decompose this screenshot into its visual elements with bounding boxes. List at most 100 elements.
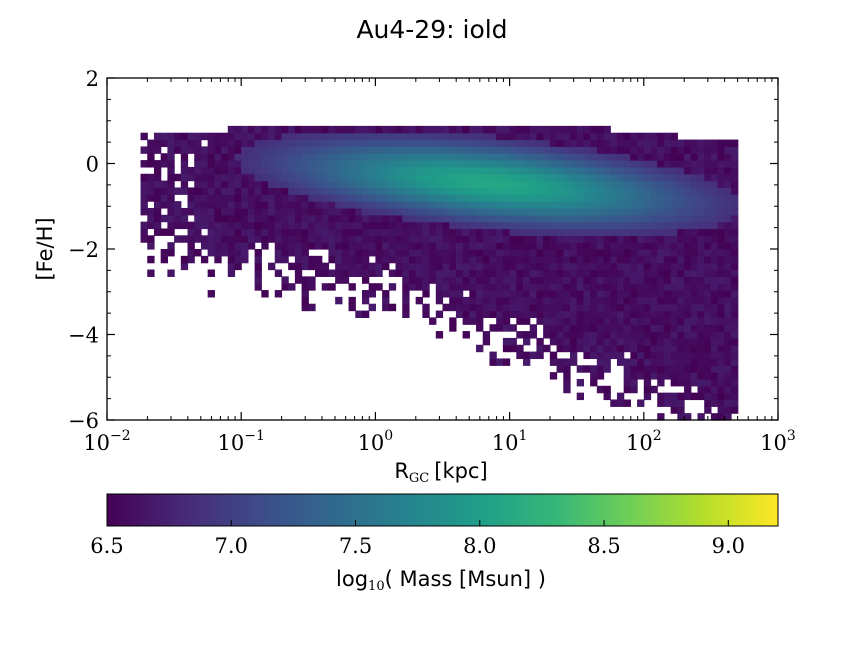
heatmap-cell bbox=[583, 221, 591, 230]
heatmap-cell bbox=[650, 365, 658, 373]
heatmap-cell bbox=[321, 139, 330, 147]
heatmap-cell bbox=[449, 303, 457, 312]
heatmap-cell bbox=[543, 153, 551, 161]
heatmap-cell bbox=[476, 214, 484, 223]
heatmap-cell bbox=[637, 207, 645, 216]
heatmap-cell bbox=[616, 194, 625, 202]
heatmap-cell bbox=[523, 242, 531, 250]
heatmap-cell bbox=[590, 365, 598, 373]
heatmap-cell bbox=[288, 201, 296, 209]
heatmap-cell bbox=[268, 173, 276, 182]
heatmap-cell bbox=[234, 262, 242, 271]
heatmap-cell bbox=[422, 303, 430, 312]
heatmap-cell bbox=[167, 194, 175, 202]
heatmap-cell bbox=[361, 249, 370, 257]
heatmap-cell bbox=[710, 173, 719, 182]
heatmap-cell bbox=[221, 214, 229, 223]
heatmap-cell bbox=[536, 207, 544, 216]
heatmap-cell bbox=[563, 139, 571, 147]
heatmap-cell bbox=[523, 249, 531, 257]
heatmap-cell bbox=[704, 290, 712, 298]
heatmap-cell bbox=[536, 187, 544, 195]
heatmap-cell bbox=[576, 296, 585, 305]
heatmap-cell bbox=[576, 337, 585, 346]
heatmap-cell bbox=[704, 378, 712, 387]
heatmap-cell bbox=[684, 337, 692, 346]
heatmap-cell bbox=[663, 392, 672, 401]
heatmap-cell bbox=[402, 160, 410, 168]
heatmap-cell bbox=[536, 139, 544, 147]
heatmap-cell bbox=[328, 242, 336, 250]
heatmap-cell bbox=[623, 290, 631, 298]
heatmap-cells bbox=[140, 125, 739, 421]
heatmap-cell bbox=[207, 160, 215, 168]
heatmap-cell bbox=[402, 132, 410, 141]
heatmap-cell bbox=[462, 283, 470, 291]
heatmap-cell bbox=[194, 180, 202, 189]
heatmap-cell bbox=[710, 331, 719, 339]
heatmap-cell bbox=[429, 139, 437, 147]
heatmap-cell bbox=[382, 207, 390, 216]
heatmap-cell bbox=[610, 221, 618, 230]
heatmap-cell bbox=[328, 132, 336, 141]
heatmap-cell bbox=[529, 262, 538, 271]
heatmap-cell bbox=[308, 180, 316, 189]
heatmap-cell bbox=[684, 372, 692, 380]
heatmap-cell bbox=[375, 262, 383, 271]
heatmap-cell bbox=[489, 249, 497, 257]
heatmap-cell bbox=[596, 201, 605, 209]
heatmap-cell bbox=[361, 228, 370, 236]
heatmap-cell bbox=[268, 201, 276, 209]
heatmap-cell bbox=[469, 180, 477, 189]
heatmap-cell bbox=[214, 132, 222, 141]
heatmap-cell bbox=[697, 207, 705, 216]
heatmap-cell bbox=[402, 303, 410, 312]
heatmap-cell bbox=[422, 187, 430, 195]
heatmap-cell bbox=[630, 331, 638, 339]
heatmap-cell bbox=[429, 207, 437, 216]
heatmap-cell bbox=[153, 173, 162, 182]
heatmap-cell bbox=[663, 269, 672, 277]
heatmap-cell bbox=[529, 269, 538, 277]
heatmap-cell bbox=[523, 337, 531, 346]
heatmap-cell bbox=[368, 249, 376, 257]
heatmap-cell bbox=[355, 228, 363, 236]
heatmap-cell bbox=[643, 337, 652, 346]
heatmap-cell bbox=[355, 153, 363, 161]
heatmap-cell bbox=[576, 392, 585, 401]
heatmap-cell bbox=[422, 235, 430, 243]
heatmap-cell bbox=[684, 317, 692, 325]
heatmap-cell bbox=[415, 146, 423, 154]
heatmap-cell bbox=[630, 214, 638, 223]
heatmap-cell bbox=[543, 194, 551, 202]
heatmap-cell bbox=[167, 201, 175, 209]
heatmap-cell bbox=[442, 180, 450, 189]
heatmap-cell bbox=[543, 242, 551, 250]
heatmap-cell bbox=[469, 132, 477, 141]
heatmap-cell bbox=[422, 276, 430, 284]
heatmap-cell bbox=[442, 276, 450, 284]
heatmap-cell bbox=[590, 187, 598, 195]
heatmap-cell bbox=[616, 303, 625, 312]
heatmap-cell bbox=[670, 180, 678, 189]
heatmap-cell bbox=[677, 413, 685, 421]
heatmap-cell bbox=[462, 242, 470, 250]
heatmap-cell bbox=[489, 310, 497, 318]
heatmap-cell bbox=[583, 365, 591, 373]
heatmap-cell bbox=[435, 331, 444, 339]
heatmap-cell bbox=[610, 242, 618, 250]
heatmap-cell bbox=[623, 187, 631, 195]
heatmap-cell bbox=[368, 228, 376, 236]
heatmap-cell bbox=[200, 255, 209, 264]
heatmap-cell bbox=[590, 125, 598, 134]
heatmap-cell bbox=[388, 283, 397, 291]
heatmap-cell bbox=[623, 235, 631, 243]
heatmap-cell bbox=[536, 146, 544, 154]
heatmap-cell bbox=[731, 146, 739, 154]
heatmap-cell bbox=[382, 153, 390, 161]
heatmap-cell bbox=[308, 283, 316, 291]
heatmap-cell bbox=[650, 351, 658, 360]
heatmap-cell bbox=[227, 269, 236, 277]
heatmap-cell bbox=[341, 214, 350, 223]
heatmap-cell bbox=[690, 337, 699, 346]
